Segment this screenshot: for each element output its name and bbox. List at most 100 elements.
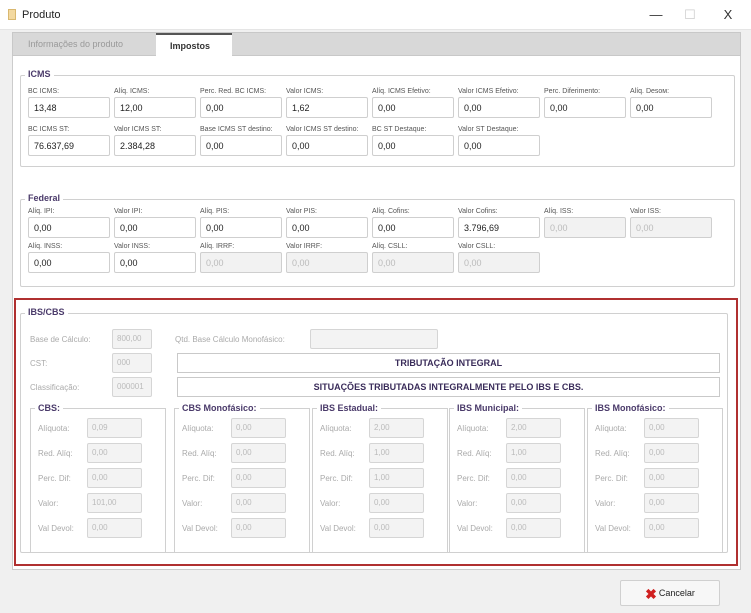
federal-field-input[interactable]: 0,00 [200, 217, 282, 238]
icms-field-label: Valor ST Destaque: [458, 126, 519, 133]
qtd-base-monofasico-field[interactable] [310, 329, 438, 349]
ibscbs-field-label: Alíquota: [320, 424, 352, 433]
base-calculo-field[interactable]: 800,00 [112, 329, 152, 349]
icms-field-input[interactable]: 76.637,69 [28, 135, 110, 156]
icms-field-input[interactable]: 2.384,28 [114, 135, 196, 156]
icms-field-input[interactable]: 0,00 [200, 97, 282, 118]
ibscbs-field-input[interactable]: 0,00 [644, 418, 699, 438]
ibscbs-subgroup [30, 408, 166, 553]
ibscbs-field-label: Perc. Dif: [595, 474, 628, 483]
ibscbs-field-input[interactable]: 0,00 [644, 518, 699, 538]
federal-field-label: Valor IRRF: [286, 243, 323, 250]
federal-group-title: Federal [25, 193, 64, 203]
cancel-x-icon: ✖ [645, 585, 657, 602]
tab-strip [12, 32, 741, 56]
ibscbs-field-input[interactable]: 0,00 [506, 493, 561, 513]
ibscbs-field-input[interactable]: 101,00 [87, 493, 142, 513]
ibscbs-field-input[interactable]: 0,00 [87, 443, 142, 463]
ibscbs-field-input[interactable]: 0,09 [87, 418, 142, 438]
icms-field-input[interactable]: 13,48 [28, 97, 110, 118]
ibscbs-field-input[interactable]: 1,00 [369, 443, 424, 463]
ibscbs-field-input[interactable]: 0,00 [231, 443, 286, 463]
federal-field-input[interactable]: 0,00 [630, 217, 712, 238]
ibscbs-field-input[interactable]: 2,00 [506, 418, 561, 438]
icms-field-label: BC ST Destaque: [372, 126, 427, 133]
ibscbs-field-input[interactable]: 0,00 [644, 443, 699, 463]
federal-field-input[interactable]: 0,00 [114, 252, 196, 273]
ibscbs-field-label: Val Devol: [38, 524, 74, 533]
classificacao-field[interactable]: 000001 [112, 377, 152, 397]
federal-field-input[interactable]: 0,00 [458, 252, 540, 273]
minimize-button[interactable]: — [649, 7, 663, 22]
ibscbs-field-input[interactable]: 2,00 [369, 418, 424, 438]
ibscbs-field-label: Red. Alíq: [457, 449, 492, 458]
federal-field-label: Alíq. IRRF: [200, 243, 235, 250]
icms-field-label: Valor ICMS Efetivo: [458, 88, 519, 95]
ibscbs-field-label: Valor: [182, 499, 203, 508]
icms-field-input[interactable]: 0,00 [372, 97, 454, 118]
federal-field-input[interactable]: 0,00 [286, 217, 368, 238]
ibscbs-field-input[interactable]: 0,00 [231, 468, 286, 488]
cancel-label: Cancelar [658, 588, 695, 598]
federal-field-input[interactable]: 0,00 [200, 252, 282, 273]
federal-field-input[interactable]: 0,00 [28, 252, 110, 273]
ibscbs-field-label: Valor: [595, 499, 616, 508]
icms-field-input[interactable]: 12,00 [114, 97, 196, 118]
icms-field-input[interactable]: 0,00 [372, 135, 454, 156]
ibscbs-field-input[interactable]: 0,00 [231, 418, 286, 438]
ibscbs-field-input[interactable]: 1,00 [369, 468, 424, 488]
federal-field-label: Valor IPI: [114, 208, 143, 215]
ibscbs-field-input[interactable]: 0,00 [506, 518, 561, 538]
federal-field-label: Alíq. IPI: [28, 208, 55, 215]
federal-field-input[interactable]: 0,00 [28, 217, 110, 238]
ibscbs-field-input[interactable]: 0,00 [231, 518, 286, 538]
icms-field-input[interactable]: 0,00 [458, 135, 540, 156]
classificacao-label: Classificação: [30, 383, 80, 392]
icms-field-label: Valor ICMS: [286, 88, 324, 95]
maximize-button[interactable]: ☐ [684, 7, 696, 22]
ibscbs-field-input[interactable]: 0,00 [369, 493, 424, 513]
federal-field-input[interactable]: 0,00 [286, 252, 368, 273]
ibscbs-field-label: Alíquota: [457, 424, 489, 433]
app-icon [8, 9, 16, 20]
ibscbs-field-input[interactable]: 1,00 [506, 443, 561, 463]
ibscbs-field-input[interactable]: 0,00 [506, 468, 561, 488]
cancel-button[interactable]: ✖ Cancelar [620, 580, 720, 606]
federal-field-input[interactable]: 0,00 [372, 252, 454, 273]
ibscbs-subgroup-title: IBS Municipal: [454, 403, 523, 413]
tab-impostos[interactable]: Impostos [156, 33, 232, 57]
title-bar [0, 0, 751, 30]
federal-field-input[interactable]: 0,00 [544, 217, 626, 238]
federal-field-input[interactable]: 3.796,69 [458, 217, 540, 238]
cst-description: TRIBUTAÇÃO INTEGRAL [177, 353, 720, 373]
ibscbs-group-title: IBS/CBS [25, 307, 68, 317]
ibscbs-field-input[interactable]: 0,00 [231, 493, 286, 513]
icms-field-label: BC ICMS: [28, 88, 60, 95]
icms-group [20, 75, 735, 167]
federal-field-label: Valor CSLL: [458, 243, 496, 250]
icms-field-input[interactable]: 0,00 [544, 97, 626, 118]
ibscbs-field-input[interactable]: 0,00 [87, 468, 142, 488]
ibscbs-field-input[interactable]: 0,00 [87, 518, 142, 538]
federal-field-input[interactable]: 0,00 [372, 217, 454, 238]
cst-field[interactable]: 000 [112, 353, 152, 373]
ibscbs-field-input[interactable]: 0,00 [369, 518, 424, 538]
federal-field-input[interactable]: 0,00 [114, 217, 196, 238]
icms-field-input[interactable]: 0,00 [200, 135, 282, 156]
close-button[interactable]: X [723, 7, 733, 22]
ibscbs-field-label: Red. Alíq: [595, 449, 630, 458]
ibscbs-field-input[interactable]: 0,00 [644, 468, 699, 488]
federal-field-label: Alíq. Cofins: [372, 208, 410, 215]
tab-informacoes-produto[interactable]: Informações do produto [28, 39, 124, 49]
icms-field-input[interactable]: 0,00 [286, 135, 368, 156]
federal-field-label: Valor PIS: [286, 208, 317, 215]
federal-field-label: Alíq. ISS: [544, 208, 574, 215]
icms-field-input[interactable]: 0,00 [630, 97, 712, 118]
ibscbs-field-label: Alíquota: [182, 424, 214, 433]
ibscbs-subgroup-title: CBS: [35, 403, 63, 413]
ibscbs-field-input[interactable]: 0,00 [644, 493, 699, 513]
icms-field-input[interactable]: 0,00 [458, 97, 540, 118]
ibscbs-field-label: Alíquota: [595, 424, 627, 433]
ibscbs-field-label: Valor: [320, 499, 341, 508]
icms-field-input[interactable]: 1,62 [286, 97, 368, 118]
